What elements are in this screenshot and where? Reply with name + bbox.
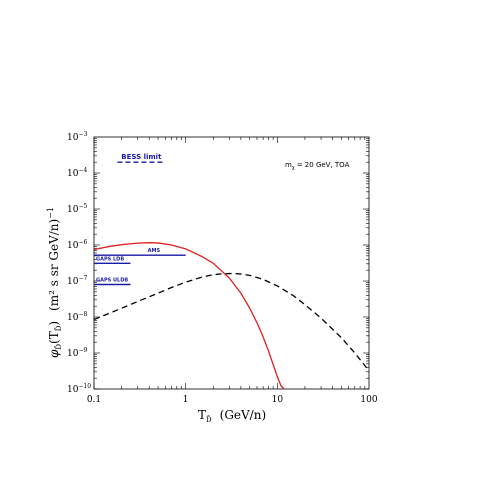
mass-annotation-text: = 20 GeV, TOA: [297, 161, 350, 169]
y-tick-base: 10: [67, 349, 79, 359]
y-tick-label: 10−10: [67, 383, 91, 395]
mass-annotation: mχ = 20 GeV, TOA: [285, 161, 350, 171]
signal-flux-curve: [93, 242, 285, 390]
y-tick-exponent: −3: [78, 131, 87, 138]
x-axis-units: (GeV/n): [220, 408, 267, 422]
y-tick-base: 10: [67, 313, 79, 323]
y-tick-base: 10: [67, 205, 79, 215]
y-axis-symbol: φ: [47, 349, 61, 358]
y-tick-base: 10: [67, 385, 79, 395]
y-tick-label: 10−9: [67, 347, 87, 359]
x-tick-label: 0.1: [87, 395, 101, 405]
y-tick-label: 10−7: [67, 275, 87, 287]
y-axis-exponent: −1: [46, 207, 55, 219]
x-axis-title: TD̄ (GeV/n): [198, 408, 266, 424]
background-flux-curve: [93, 272, 370, 372]
y-axis-arg-close: ): [47, 321, 61, 326]
y-tick-exponent: −4: [78, 167, 87, 174]
y-axis-symbol-subscript: D̄: [54, 344, 63, 350]
x-tick-label: 1: [183, 395, 189, 405]
y-tick-exponent: −5: [78, 203, 87, 210]
x-axis-subscript: D̄: [206, 415, 212, 424]
limit-label: AMS: [148, 248, 161, 254]
y-tick-exponent: −10: [78, 383, 91, 390]
y-axis-arg-open: (T: [47, 331, 61, 344]
plot-frame: [93, 136, 370, 390]
y-tick-exponent: −8: [78, 311, 87, 318]
y-tick-label: 10−5: [67, 203, 87, 215]
limit-label: GAPS ULDB: [96, 277, 128, 283]
limit-label: BESS limit: [121, 153, 162, 161]
y-tick-base: 10: [67, 277, 79, 287]
axis-ticks: [93, 137, 369, 390]
mass-annotation-subscript: χ: [292, 165, 295, 171]
x-tick-label: 10: [272, 395, 284, 405]
y-tick-label: 10−3: [67, 131, 87, 143]
y-tick-label: 10−8: [67, 311, 87, 323]
y-axis-title: φD̄(TD̄)(m² s sr GeV/n)−1: [46, 207, 63, 358]
y-tick-exponent: −9: [78, 347, 87, 354]
y-tick-exponent: −7: [78, 275, 87, 282]
x-tick-label: 100: [360, 395, 377, 405]
y-axis-units: (m² s sr GeV/n): [47, 219, 61, 311]
y-axis-arg-subscript: D̄: [54, 325, 63, 331]
y-tick-exponent: −6: [78, 239, 87, 246]
y-tick-label: 10−6: [67, 239, 87, 251]
mass-annotation-symbol: m: [285, 161, 292, 169]
y-tick-base: 10: [67, 241, 79, 251]
limits-layer: BESS limit AMS GAPS LDB GAPS ULDB: [94, 153, 186, 286]
limit-label: GAPS LDB: [96, 256, 124, 262]
tick-labels: 0.1 1 10 10010−1010−910−810−710−610−510−410…: [67, 131, 378, 405]
y-tick-base: 10: [67, 169, 79, 179]
y-tick-label: 10−4: [67, 167, 87, 179]
series-layer: [93, 242, 370, 390]
y-tick-base: 10: [67, 133, 79, 143]
x-axis-symbol: T: [198, 408, 206, 422]
